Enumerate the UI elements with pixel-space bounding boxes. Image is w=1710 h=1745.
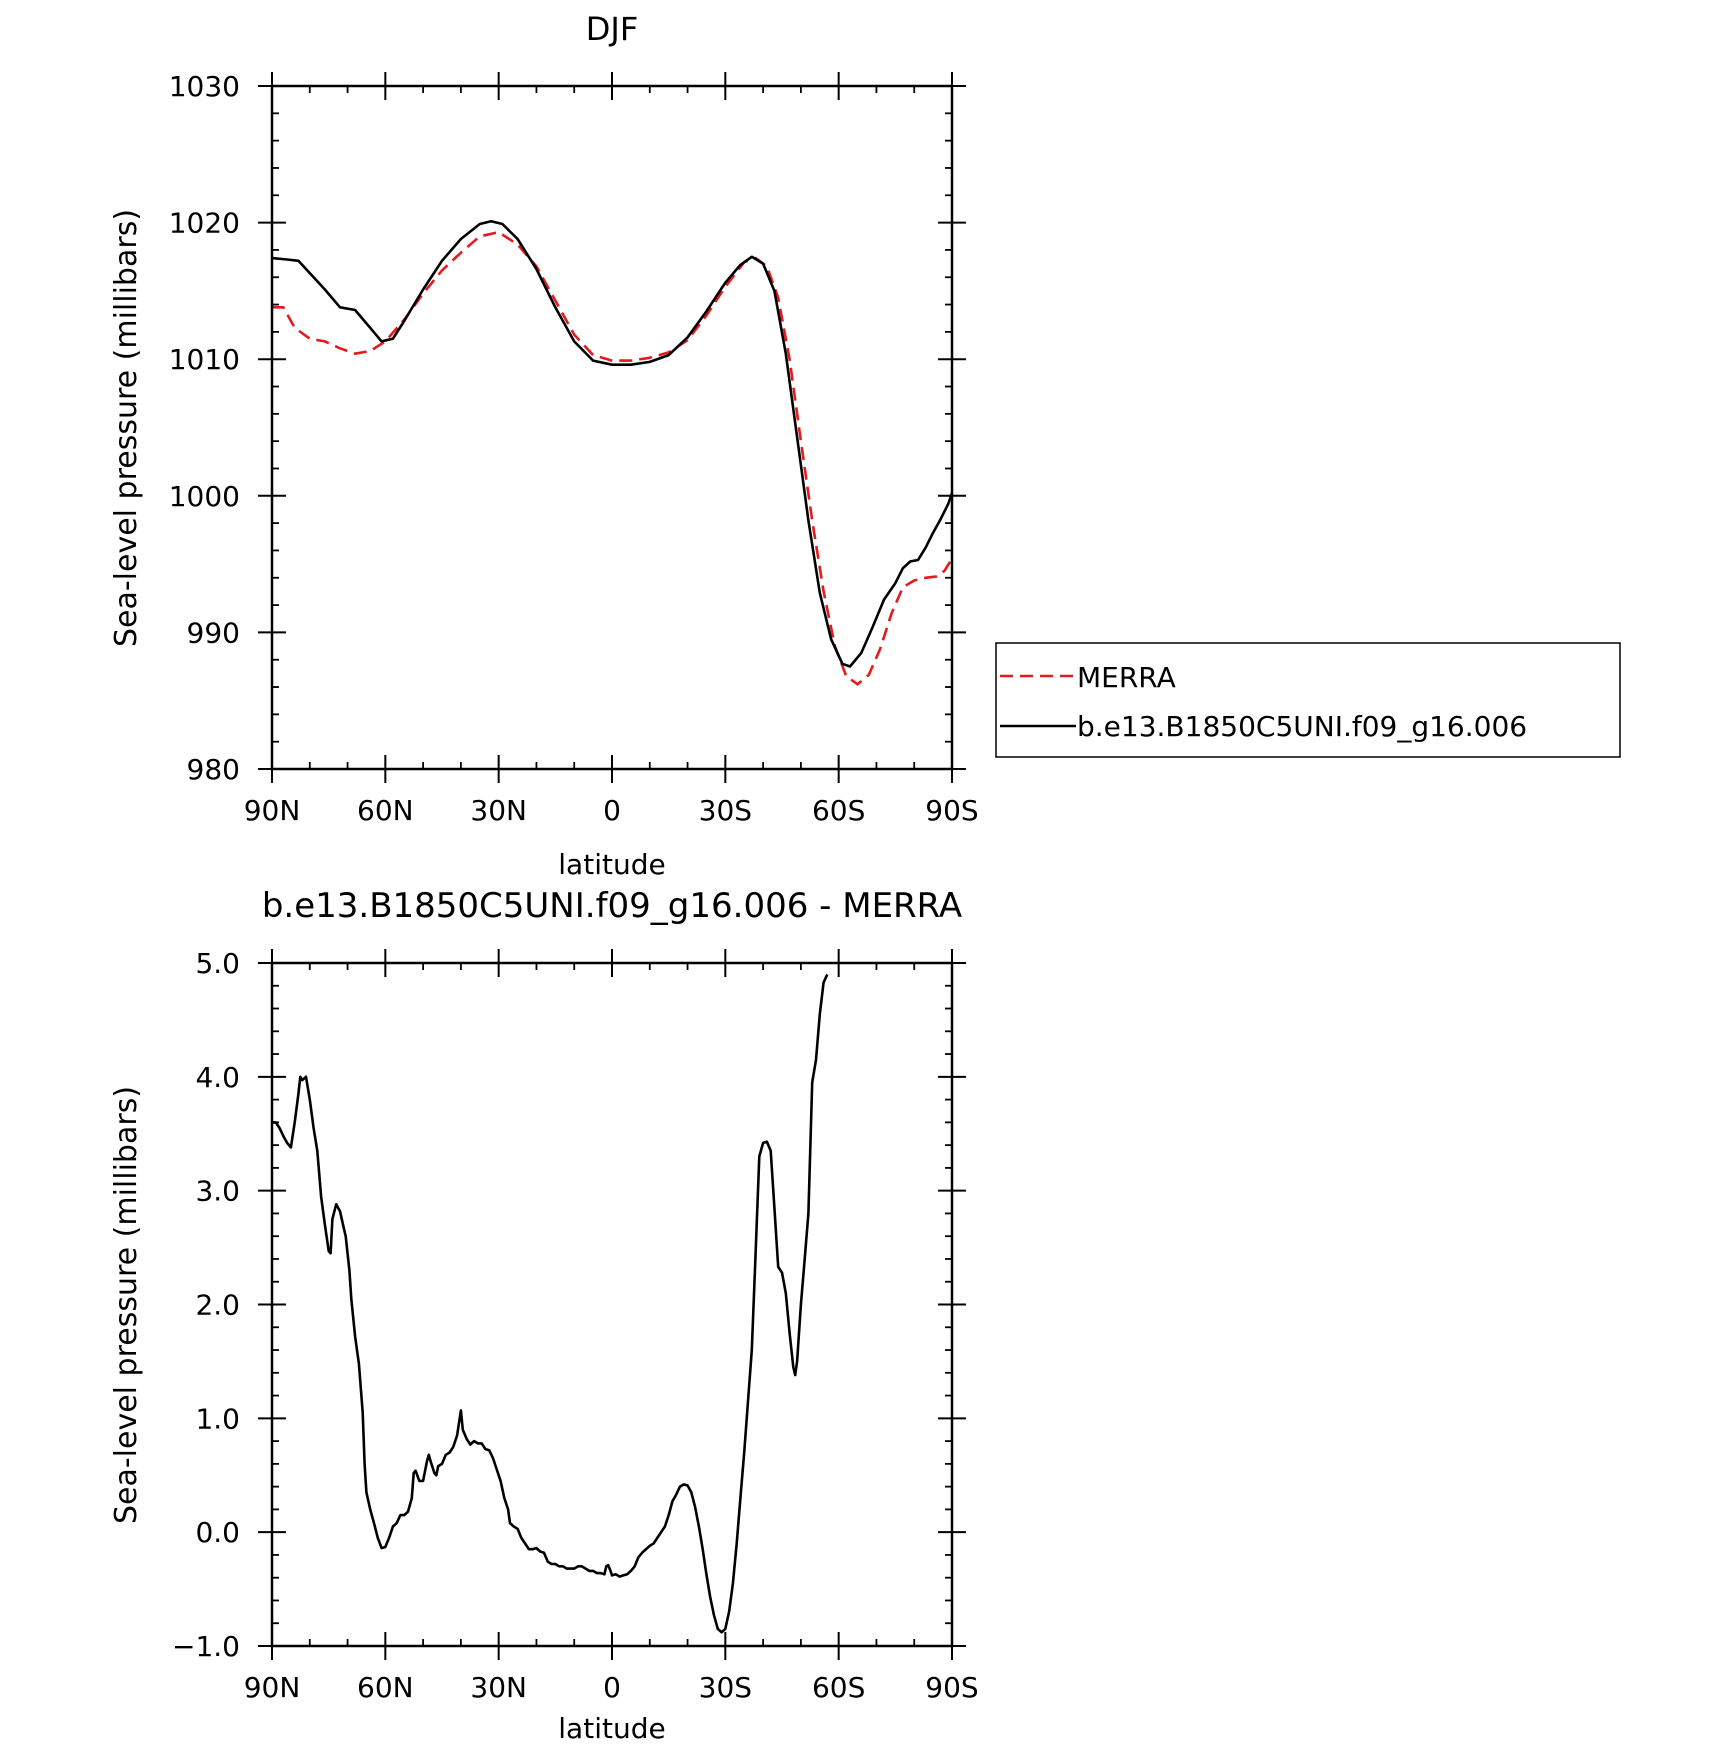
top-x-tick-label: 90S (925, 794, 978, 827)
top-axis-ticks: 90N 60N 30N 0 30S 60S 90S 980 990 1000 1010 1020 103… (169, 70, 979, 827)
bottom-chart-title: b.e13.B1850C5UNI.f09_g16.006 - MERRA (262, 886, 962, 926)
bottom-y-tick-label: 4.0 (195, 1061, 240, 1094)
top-y-tick-label: 990 (187, 616, 240, 649)
bottom-x-axis-label: latitude (558, 1712, 665, 1745)
bottom-panel: b.e13.B1850C5UNI.f09_g16.006 - MERRA Sea… (109, 886, 979, 1745)
top-panel: DJF Sea-level pressure (millibars) latit… (109, 10, 1621, 881)
bottom-y-tick-label: −1.0 (172, 1630, 240, 1663)
top-x-tick-label: 30N (470, 794, 527, 827)
bottom-x-tick-label: 60N (357, 1671, 414, 1704)
top-x-tick-label: 60N (357, 794, 414, 827)
bottom-series-group (272, 973, 829, 1634)
top-x-tick-label: 30S (699, 794, 752, 827)
legend: MERRA b.e13.B1850C5UNI.f09_g16.006 (995, 642, 1621, 758)
top-y-axis-label: Sea-level pressure (millibars) (109, 209, 144, 647)
bottom-y-tick-label: 5.0 (195, 947, 240, 980)
top-y-tick-label: 1030 (169, 70, 240, 103)
bottom-y-axis-label: Sea-level pressure (millibars) (109, 1086, 144, 1524)
top-series-line-model (271, 219, 954, 668)
bottom-axis-ticks: 90N 60N 30N 0 30S 60S 90S −1.0 0.0 1.0 2.0 3.0 4.0 5.… (172, 947, 979, 1704)
top-x-tick-label: 0 (603, 794, 621, 827)
top-y-tick-label: 1010 (169, 343, 240, 376)
top-series-group (271, 219, 954, 686)
top-y-tick-label: 980 (187, 753, 240, 786)
bottom-y-tick-label: 3.0 (195, 1175, 240, 1208)
bottom-x-tick-label: 90N (244, 1671, 301, 1704)
bottom-x-tick-label: 90S (925, 1671, 978, 1704)
bottom-x-tick-label: 0 (603, 1671, 621, 1704)
top-chart-title: DJF (586, 10, 638, 48)
top-x-axis-label: latitude (558, 848, 665, 881)
bottom-y-tick-label: 2.0 (195, 1289, 240, 1322)
bottom-x-tick-label: 60S (812, 1671, 865, 1704)
legend-box (995, 642, 1621, 758)
bottom-plot-frame (270, 961, 954, 1648)
bottom-y-tick-label: 0.0 (195, 1516, 240, 1549)
bottom-x-tick-label: 30S (699, 1671, 752, 1704)
top-y-tick-label: 1020 (169, 207, 240, 240)
bottom-x-tick-label: 30N (470, 1671, 527, 1704)
top-y-tick-label: 1000 (169, 480, 240, 513)
bottom-y-tick-label: 1.0 (195, 1402, 240, 1435)
top-plot-frame (270, 84, 954, 771)
top-x-tick-label: 60S (812, 794, 865, 827)
top-series-line-merra (272, 230, 954, 686)
legend-label-model: b.e13.B1850C5UNI.f09_g16.006 (1077, 710, 1527, 743)
top-x-tick-label: 90N (244, 794, 301, 827)
bottom-series-line-difference (272, 973, 829, 1634)
legend-label-merra: MERRA (1077, 661, 1176, 694)
